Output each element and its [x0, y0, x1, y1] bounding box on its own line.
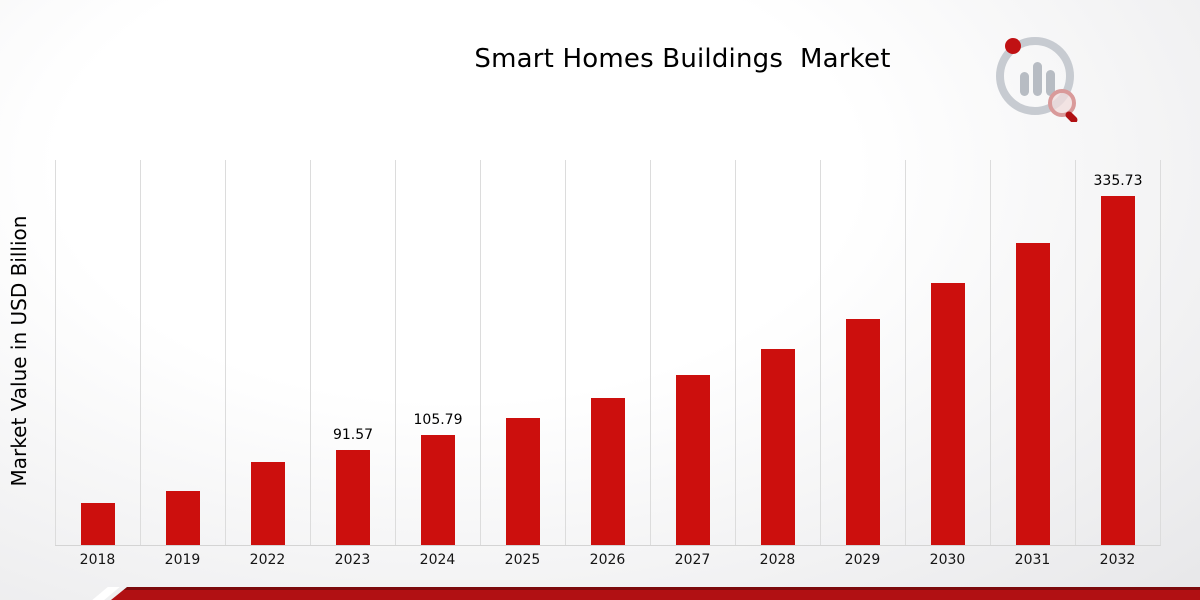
x-tick-2019: 2019: [164, 552, 201, 568]
bar-slot-2024: 105.79: [395, 160, 480, 545]
y-axis-label: Market Value in USD Billion: [7, 215, 31, 487]
x-tick-2025: 2025: [504, 552, 541, 568]
bar-2018: [81, 503, 115, 545]
bar-slot-2022: [225, 160, 310, 545]
x-tick-2024: 2024: [419, 552, 456, 568]
bottom-brand-ribbon: [111, 587, 1200, 600]
bar-2022: [251, 462, 285, 545]
x-tick-2026: 2026: [589, 552, 626, 568]
bar-slot-2029: [820, 160, 905, 545]
x-tick-2028: 2028: [759, 552, 796, 568]
x-axis-labels: 2018 2019 2022 2023 2024 2025 2026 2027 2028 2029…: [55, 552, 1160, 568]
logo-bar-2: [1033, 62, 1042, 96]
bar-slot-2023: 91.57: [310, 160, 395, 545]
logo-magnifier-glass: [1048, 89, 1076, 117]
x-tick-2030: 2030: [929, 552, 966, 568]
bar-slot-2028: [735, 160, 820, 545]
x-tick-2029: 2029: [844, 552, 881, 568]
bar-2032: [1101, 196, 1135, 545]
chart-title: Smart Homes Buildings Market: [474, 44, 891, 74]
bar-slot-2019: [140, 160, 225, 545]
bar-2024: [421, 435, 455, 545]
bar-2023: [336, 450, 370, 545]
x-tick-2022: 2022: [249, 552, 286, 568]
bar-2028: [761, 349, 795, 545]
bar-slot-2031: [990, 160, 1075, 545]
bar-2019: [166, 491, 200, 545]
market-research-future-logo-icon: [996, 37, 1078, 122]
bar-slot-2032: 335.73: [1075, 160, 1160, 545]
x-tick-2023: 2023: [334, 552, 371, 568]
bar-slot-2027: [650, 160, 735, 545]
x-tick-2027: 2027: [674, 552, 711, 568]
bar-2031: [1016, 243, 1050, 545]
logo-bar-3: [1046, 70, 1055, 96]
bar-2029: [846, 319, 880, 545]
logo-ring: [996, 37, 1074, 115]
x-tick-2018: 2018: [79, 552, 116, 568]
bar-slot-2025: [480, 160, 565, 545]
bar-slot-2030: [905, 160, 990, 545]
bar-value-label-2032: 335.73: [1093, 173, 1143, 189]
bar-value-label-2024: 105.79: [413, 412, 463, 428]
bar-value-label-2023: 91.57: [332, 427, 374, 443]
x-tick-2032: 2032: [1099, 552, 1136, 568]
logo-red-dot: [1005, 38, 1021, 54]
bar-slot-2018: [55, 160, 140, 545]
bar-2026: [591, 398, 625, 545]
logo-magnifier-handle: [1065, 111, 1078, 122]
bar-2025: [506, 418, 540, 545]
bar-2030: [931, 283, 965, 545]
bar-2027: [676, 375, 710, 545]
bar-slot-2026: [565, 160, 650, 545]
logo-bar-1: [1020, 72, 1029, 96]
plot-area: 91.57 105.79 335.73: [55, 160, 1161, 546]
x-tick-2031: 2031: [1014, 552, 1051, 568]
